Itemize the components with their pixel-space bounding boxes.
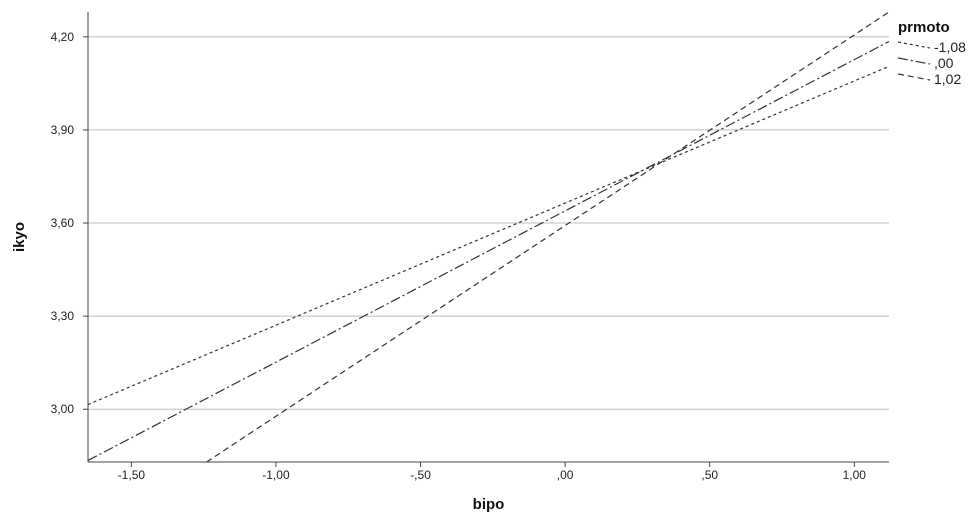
y-tick-label: 3,90	[51, 123, 75, 137]
legend-title: prmoto	[898, 19, 950, 36]
x-tick-label: -1,50	[118, 468, 146, 482]
y-axis-label: ikyo	[11, 222, 28, 252]
axes	[83, 12, 889, 467]
legend: prmoto -1,08,001,02	[897, 19, 966, 87]
legend-label: ,00	[934, 55, 954, 71]
legend-label: 1,02	[934, 71, 961, 87]
y-tick-label: 3,00	[51, 402, 75, 416]
x-axis-label: bipo	[473, 496, 505, 513]
y-tick-label: 4,20	[51, 30, 75, 44]
legend-swatch	[897, 41, 931, 49]
x-tick-label: ,00	[557, 468, 574, 482]
series-line	[87, 65, 890, 406]
x-tick-label: -,50	[410, 468, 431, 482]
x-tick-labels: -1,50 -1,00 -,50 ,00 ,50 1,00	[118, 468, 867, 482]
legend-swatch	[897, 73, 931, 81]
y-tick-label: 3,60	[51, 216, 75, 230]
x-tick-label: -1,00	[262, 468, 290, 482]
legend-swatch	[897, 57, 931, 65]
series-lines	[87, 11, 890, 463]
x-tick-label: 1,00	[843, 468, 867, 482]
y-tick-labels: 3,00 3,30 3,60 3,90 4,20	[51, 30, 75, 416]
gridlines	[88, 36, 889, 410]
legend-label: -1,08	[934, 39, 966, 55]
y-tick-label: 3,30	[51, 309, 75, 323]
series-line	[87, 40, 890, 461]
x-tick-label: ,50	[701, 468, 718, 482]
series-line	[206, 11, 890, 463]
